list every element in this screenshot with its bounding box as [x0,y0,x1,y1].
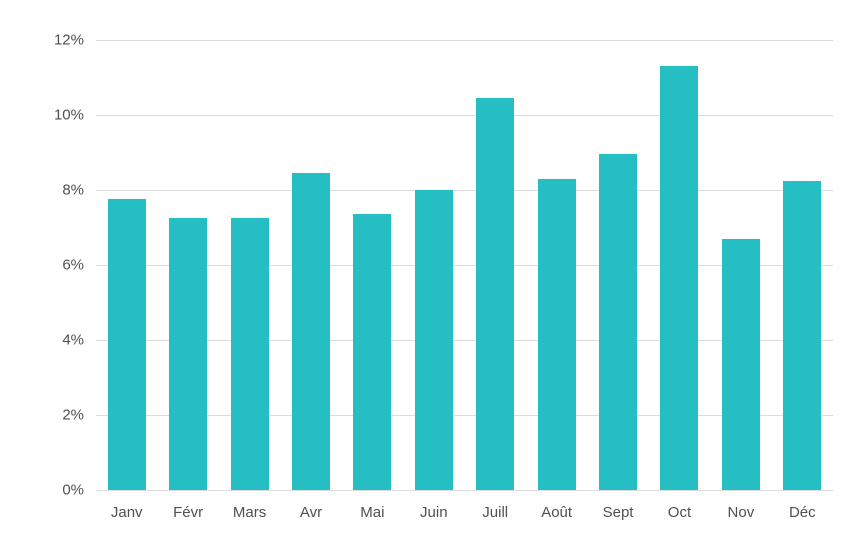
bar-chart: 0% 2% 4% 6% 8% 10% 12% Janv Févr Mars Avr Mai Juin J… [0,0,857,556]
gridline [96,190,833,191]
x-tick-label: Mai [360,504,384,521]
x-tick-label: Août [541,504,572,521]
x-tick-label: Juin [420,504,448,521]
y-tick-label: 6% [0,257,84,274]
gridline [96,490,833,491]
bar [415,190,453,490]
y-tick-label: 12% [0,32,84,49]
gridline [96,115,833,116]
x-tick-label: Avr [300,504,322,521]
x-tick-label: Juill [482,504,508,521]
bar [108,199,146,490]
y-tick-label: 0% [0,482,84,499]
y-tick-label: 10% [0,107,84,124]
x-tick-label: Mars [233,504,266,521]
plot-area [96,40,833,490]
bar [476,98,514,490]
x-tick-label: Sept [603,504,634,521]
bar [353,214,391,490]
y-tick-label: 4% [0,332,84,349]
bar [231,218,269,490]
y-tick-label: 2% [0,407,84,424]
y-tick-label: 8% [0,182,84,199]
bar [783,181,821,490]
bar [722,239,760,490]
gridline [96,40,833,41]
bar [599,154,637,490]
bar [169,218,207,490]
bar [538,179,576,490]
x-tick-label: Janv [111,504,143,521]
x-tick-label: Févr [173,504,203,521]
x-tick-label: Oct [668,504,691,521]
bar [660,66,698,490]
bar [292,173,330,490]
x-tick-label: Déc [789,504,816,521]
x-tick-label: Nov [728,504,755,521]
